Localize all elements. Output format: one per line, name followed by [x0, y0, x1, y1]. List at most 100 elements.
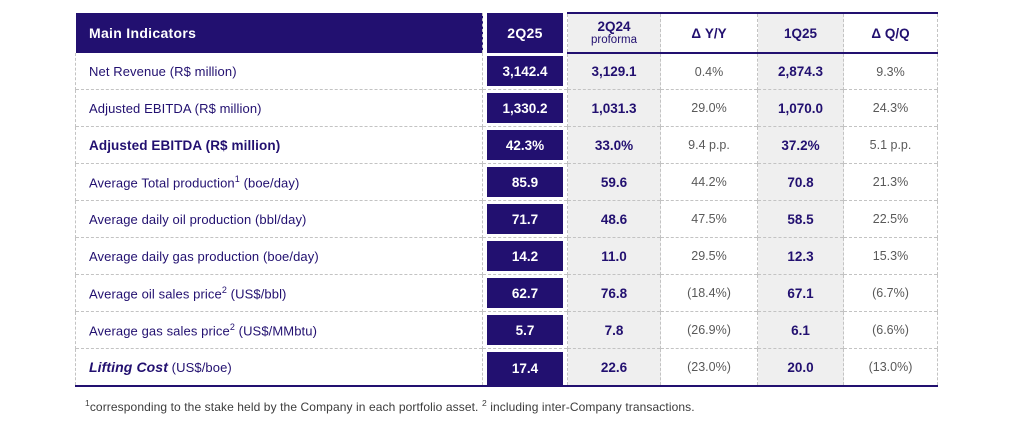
value-1q25-cell: 67.1 [757, 274, 844, 312]
value-2q25-cell: 14.2 [482, 237, 568, 275]
value-delta-qoq-cell: 5.1 p.p. [843, 126, 938, 164]
value-2q25-highlight: 5.7 [487, 315, 563, 345]
header-delta-yoy-label: Δ Y/Y [691, 25, 727, 41]
header-delta-qoq-label: Δ Q/Q [871, 25, 910, 41]
value-1q25-cell: 20.0 [757, 348, 844, 387]
main-indicators-table: Main Indicators 2Q25 2Q24 proforma Δ Y/Y [75, 12, 938, 387]
value-delta-qoq-cell: 22.5% [843, 200, 938, 238]
value-delta-qoq-cell: 9.3% [843, 52, 938, 90]
value-delta-yoy-cell: (26.9%) [660, 311, 758, 349]
footnote-text-1: corresponding to the stake held by the C… [89, 400, 479, 414]
value-1q25-cell: 1,070.0 [757, 89, 844, 127]
value-2q24-cell: 33.0% [567, 126, 661, 164]
value-2q25-highlight: 42.3% [487, 130, 563, 160]
header-2q25: 2Q25 [482, 13, 568, 53]
indicator-cell: Adjusted EBITDA (R$ million) [75, 89, 483, 127]
value-2q25-highlight: 17.4 [487, 352, 563, 385]
table-row: Adjusted EBITDA (R$ million) 1,330.2 1,031… [75, 89, 938, 127]
value-2q25-highlight: 85.9 [487, 167, 563, 197]
value-delta-yoy-cell: 29.0% [660, 89, 758, 127]
indicator-cell: Adjusted EBITDA (R$ million) [75, 126, 483, 164]
value-2q25-cell: 1,330.2 [482, 89, 568, 127]
indicator-cell: Average daily oil production (bbl/day) [75, 200, 483, 238]
header-2q25-label: 2Q25 [507, 25, 543, 41]
table-row: Lifting Cost (US$/boe) 17.4 22.6 (23.0%) 20.… [75, 348, 938, 387]
table-row: Average daily gas production (boe/day) 14… [75, 237, 938, 275]
table-row: Average Total production1 (boe/day) 85.9 5… [75, 163, 938, 201]
header-row: Main Indicators 2Q25 2Q24 proforma Δ Y/Y [75, 12, 938, 54]
header-2q24-sublabel: proforma [590, 34, 638, 47]
header-1q25: 1Q25 [757, 12, 844, 54]
indicator-label: Average Total production [89, 175, 235, 191]
value-delta-yoy-cell: (18.4%) [660, 274, 758, 312]
indicator-unit: (US$/boe) [167, 360, 232, 375]
indicator-footnote-marker: 2 [229, 321, 235, 332]
footnote-sup-1: 1 [85, 398, 90, 408]
indicator-unit: (bbl/day) [251, 211, 307, 227]
header-1q25-label: 1Q25 [783, 25, 818, 41]
indicator-label: Average oil sales price [89, 286, 222, 302]
value-delta-yoy-cell: 47.5% [660, 200, 758, 238]
header-delta-yoy: Δ Y/Y [660, 12, 758, 54]
footnote: 1corresponding to the stake held by the … [85, 398, 695, 414]
header-main-indicators-label: Main Indicators [89, 25, 197, 41]
table-body: Net Revenue (R$ million) 3,142.4 3,129.1 0.… [75, 52, 938, 387]
value-2q24-cell: 3,129.1 [567, 52, 661, 90]
value-delta-qoq-cell: (6.7%) [843, 274, 938, 312]
indicator-footnote-marker: 2 [221, 284, 227, 295]
indicator-label: Average daily oil production [89, 211, 252, 227]
value-2q25-highlight: 14.2 [487, 241, 563, 271]
value-1q25-cell: 2,874.3 [757, 52, 844, 90]
value-delta-qoq-cell: (6.6%) [843, 311, 938, 349]
indicator-label: Average gas sales price [89, 323, 230, 339]
value-2q25-cell: 42.3% [482, 126, 568, 164]
table-row: Net Revenue (R$ million) 3,142.4 3,129.1 0.… [75, 52, 938, 90]
value-2q24-cell: 11.0 [567, 237, 661, 275]
indicator-cell: Net Revenue (R$ million) [75, 53, 483, 90]
header-2q25-highlight: 2Q25 [487, 13, 563, 53]
indicator-cell: Average oil sales price2 (US$/bbl) [75, 274, 483, 312]
value-delta-yoy-cell: 44.2% [660, 163, 758, 201]
indicator-label: Average daily gas production [89, 248, 260, 264]
value-1q25-cell: 12.3 [757, 237, 844, 275]
value-2q25-highlight: 1,330.2 [487, 93, 563, 123]
indicator-unit: (R$ million) [165, 63, 237, 79]
indicator-label: Adjusted EBITDA [89, 137, 202, 153]
header-main-indicators: Main Indicators [75, 13, 483, 53]
header-2q24-label: 2Q24 [597, 18, 631, 34]
value-2q25-highlight: 62.7 [487, 278, 563, 308]
value-2q24-cell: 59.6 [567, 163, 661, 201]
value-1q25-cell: 6.1 [757, 311, 844, 349]
value-1q25-cell: 58.5 [757, 200, 844, 238]
footnote-text-2: including inter-Company transactions. [486, 400, 695, 414]
indicator-unit: (R$ million) [190, 100, 262, 116]
value-2q24-cell: 1,031.3 [567, 89, 661, 127]
value-delta-qoq-cell: 24.3% [843, 89, 938, 127]
indicator-footnote-marker: 1 [234, 173, 240, 184]
indicator-cell: Lifting Cost (US$/boe) [75, 348, 483, 387]
value-2q25-cell: 71.7 [482, 200, 568, 238]
table-row: Average gas sales price2 (US$/MMbtu) 5.7 7… [75, 311, 938, 349]
value-delta-yoy-cell: (23.0%) [660, 348, 758, 387]
value-delta-qoq-cell: 21.3% [843, 163, 938, 201]
table-row: Adjusted EBITDA (R$ million) 42.3% 33.0% 9.… [75, 126, 938, 164]
indicator-unit: (US$/bbl) [226, 286, 287, 302]
indicator-label: Net Revenue [89, 63, 166, 79]
indicator-cell: Average gas sales price2 (US$/MMbtu) [75, 311, 483, 349]
table-row: Average daily oil production (bbl/day) 71… [75, 200, 938, 238]
value-delta-qoq-cell: (13.0%) [843, 348, 938, 387]
value-2q24-cell: 7.8 [567, 311, 661, 349]
value-1q25-cell: 70.8 [757, 163, 844, 201]
value-2q25-cell: 3,142.4 [482, 53, 568, 90]
value-delta-qoq-cell: 15.3% [843, 237, 938, 275]
value-delta-yoy-cell: 0.4% [660, 52, 758, 90]
indicator-label: Adjusted EBITDA [89, 100, 191, 116]
table-row: Average oil sales price2 (US$/bbl) 62.7 76… [75, 274, 938, 312]
value-1q25-cell: 37.2% [757, 126, 844, 164]
indicator-unit: (US$/MMbtu) [234, 323, 318, 339]
header-2q24-proforma: 2Q24 proforma [567, 12, 661, 54]
value-delta-yoy-cell: 9.4 p.p. [660, 126, 758, 164]
value-2q25-cell: 17.4 [482, 348, 568, 387]
value-2q25-highlight: 3,142.4 [487, 56, 563, 86]
